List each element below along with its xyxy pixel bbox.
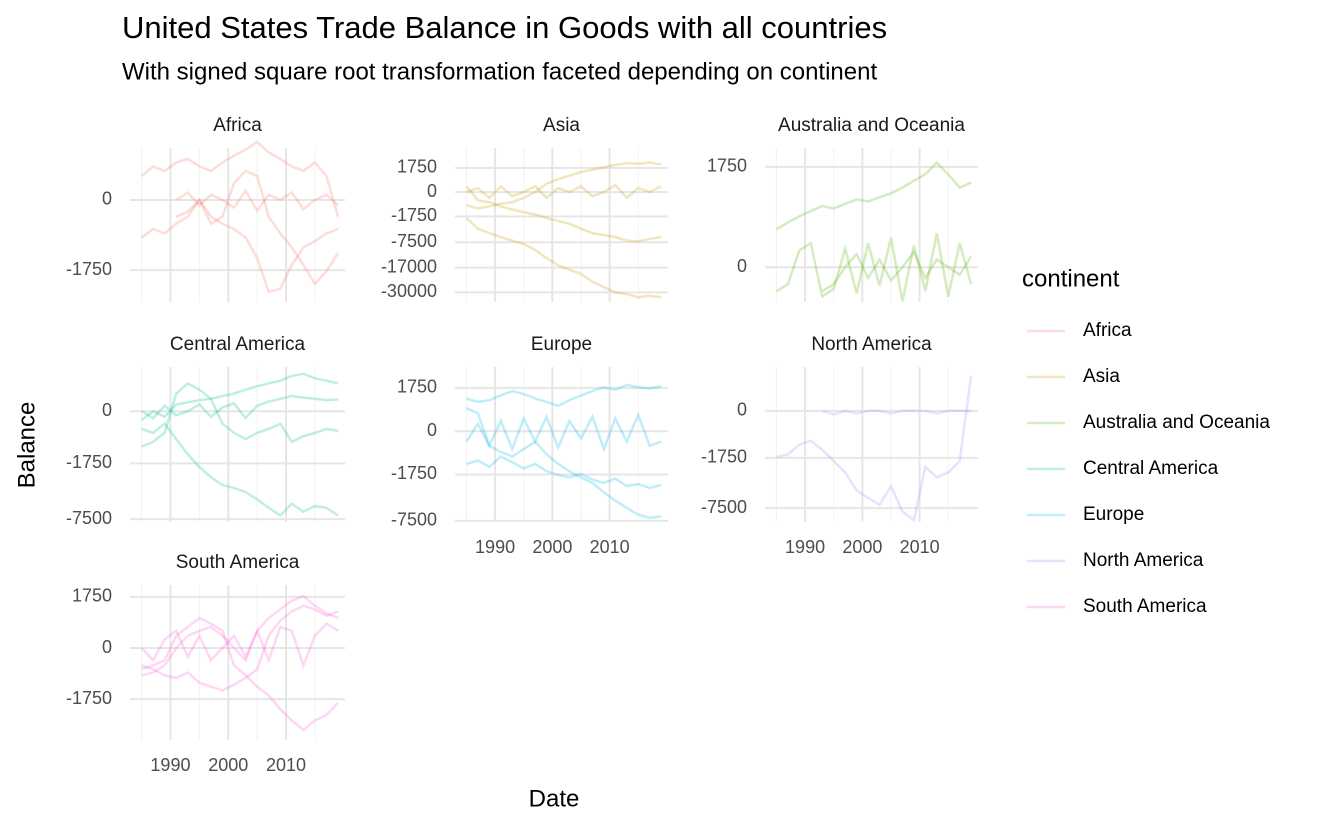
legend-label: Asia: [1083, 366, 1120, 387]
series-line: [141, 616, 340, 732]
series-line: [140, 169, 340, 286]
series-line: [465, 217, 662, 299]
strip-title: Africa: [213, 115, 262, 136]
x-tick-label: 1990: [475, 537, 515, 557]
y-tick-label: -1750: [701, 447, 747, 467]
y-tick-label: -7500: [391, 231, 437, 251]
strip-title: South America: [176, 552, 300, 573]
x-tick-label: 2000: [842, 537, 882, 557]
series-line: [775, 160, 972, 231]
series-line: [466, 383, 662, 408]
strip-title: Asia: [543, 115, 580, 136]
y-tick-label: 0: [102, 400, 112, 420]
legend-label: North America: [1083, 550, 1204, 571]
series-line: [141, 381, 339, 448]
series-line: [466, 454, 662, 490]
series-line: [466, 183, 662, 200]
y-tick-label: 1750: [72, 586, 112, 606]
chart-title: United States Trade Balance in Goods wit…: [122, 10, 887, 45]
strip-title: North America: [811, 334, 932, 355]
strip-title: Central America: [170, 334, 306, 355]
legend-label: Central America: [1083, 458, 1219, 479]
legend-label: Africa: [1083, 320, 1132, 341]
y-tick-label: 1750: [397, 377, 437, 397]
series-line: [465, 411, 662, 453]
series-line: [140, 394, 339, 421]
y-tick-label: -30000: [381, 281, 437, 301]
series-line: [141, 421, 339, 518]
y-tick-label: -17000: [381, 256, 437, 276]
strip-title: Europe: [531, 334, 592, 355]
series-line: [465, 185, 662, 243]
chart-subtitle: With signed square root transformation f…: [122, 58, 877, 85]
y-tick-label: -7500: [66, 508, 112, 528]
y-tick-label: -7500: [701, 497, 747, 517]
y-tick-label: 0: [737, 400, 747, 420]
series-line: [175, 198, 339, 294]
y-tick-label: -1750: [391, 463, 437, 483]
y-tick-label: -1750: [66, 259, 112, 279]
y-tick-label: 0: [102, 637, 112, 657]
legend-title: continent: [1022, 265, 1120, 292]
series-line: [821, 409, 972, 416]
legend-label: Europe: [1083, 504, 1144, 525]
y-tick-label: 0: [427, 181, 437, 201]
series-line: [775, 233, 973, 302]
x-tick-label: 2010: [590, 537, 630, 557]
series-line: [140, 372, 339, 421]
y-axis-label: Balance: [13, 402, 40, 489]
strip-title: Australia and Oceania: [778, 115, 965, 136]
x-tick-label: 2000: [208, 755, 248, 775]
series-line: [141, 594, 339, 677]
y-tick-label: 1750: [707, 156, 747, 176]
series-line: [465, 406, 662, 520]
series-line: [141, 604, 339, 692]
series-line: [140, 622, 339, 669]
x-tick-label: 2000: [532, 537, 572, 557]
series-line: [140, 140, 340, 218]
series-line: [466, 161, 662, 210]
y-tick-label: -1750: [391, 205, 437, 225]
series-line: [175, 188, 339, 213]
series-line: [821, 249, 973, 293]
x-tick-label: 2010: [900, 537, 940, 557]
legend-label: South America: [1083, 596, 1207, 617]
y-tick-label: -1750: [66, 452, 112, 472]
y-tick-label: 1750: [397, 157, 437, 177]
series-line: [776, 375, 973, 523]
y-tick-label: -1750: [66, 688, 112, 708]
y-tick-label: 0: [102, 189, 112, 209]
x-tick-label: 2010: [266, 755, 306, 775]
y-tick-label: -7500: [391, 510, 437, 530]
x-tick-label: 1990: [785, 537, 825, 557]
legend-label: Australia and Oceania: [1083, 412, 1270, 433]
y-tick-label: 0: [737, 256, 747, 276]
x-tick-label: 1990: [150, 755, 190, 775]
y-tick-label: 0: [427, 420, 437, 440]
x-axis-label: Date: [529, 785, 580, 812]
